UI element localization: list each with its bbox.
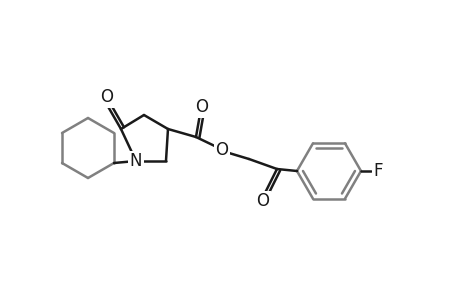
- Text: O: O: [256, 192, 269, 210]
- Text: N: N: [129, 152, 142, 170]
- Text: O: O: [215, 141, 228, 159]
- Text: F: F: [372, 162, 382, 180]
- Text: O: O: [100, 88, 113, 106]
- Text: O: O: [195, 98, 208, 116]
